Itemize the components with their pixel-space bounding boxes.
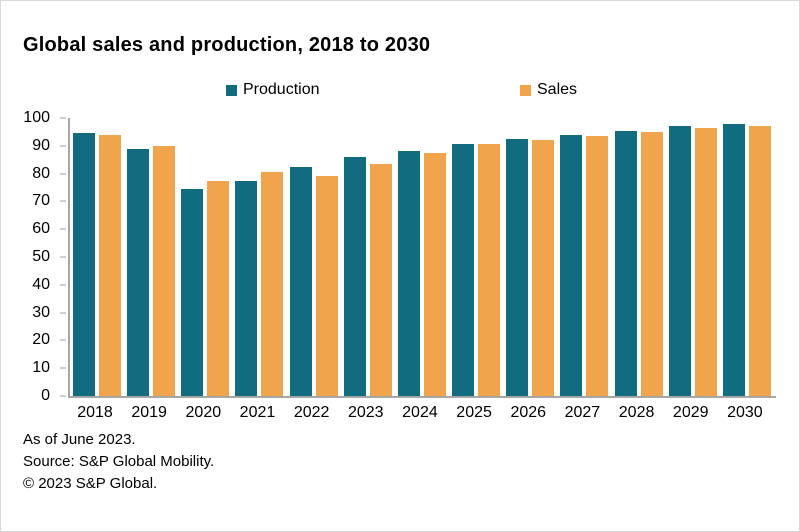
x-tick-label-2025: 2025	[456, 404, 492, 421]
bar-group-2019	[127, 118, 176, 396]
bar-group-2022	[289, 118, 338, 396]
bar-production-2025	[452, 144, 475, 396]
y-tick-label-0: 0	[41, 387, 50, 404]
bar-production-2026	[506, 138, 529, 396]
y-tick-mark-20	[60, 339, 66, 342]
sales-legend-swatch-icon	[520, 84, 531, 96]
footer-source: Source: S&P Global Mobility.	[23, 453, 215, 470]
bar-group-2029	[668, 118, 717, 396]
y-tick-label-20: 20	[32, 331, 50, 349]
y-tick-mark-100	[60, 117, 66, 119]
bar-production-2030	[722, 123, 745, 396]
legend-item-production: Production	[226, 80, 320, 100]
bar-production-2018	[73, 133, 95, 396]
x-tick-label-2018: 2018	[77, 404, 113, 421]
bar-production-2020	[181, 188, 204, 396]
bar-sales-2020	[207, 180, 230, 396]
bar-production-2028	[614, 130, 637, 396]
bar-group-2026	[506, 118, 555, 396]
x-tick-label-2019: 2019	[131, 404, 167, 421]
x-tick-label-2026: 2026	[510, 404, 547, 421]
y-tick-mark-10	[60, 367, 66, 370]
bar-production-2029	[668, 126, 691, 396]
bar-group-2030	[722, 118, 771, 396]
bar-sales-2030	[748, 126, 771, 396]
x-tick-label-2024: 2024	[402, 404, 438, 421]
plot-area	[68, 118, 776, 398]
bar-sales-2029	[694, 127, 717, 396]
bar-production-2021	[235, 180, 258, 396]
x-tick-label-2027: 2027	[564, 404, 601, 421]
bar-group-2021	[235, 118, 284, 396]
y-axis-labels: 0 10 20 30 40 50 60 70 80 90 100	[1, 109, 50, 404]
bar-sales-2024	[423, 152, 446, 396]
footer-as-of: As of June 2023.	[23, 431, 136, 448]
legend: Production Sales	[1, 80, 799, 100]
bar-sales-2019	[153, 145, 176, 396]
plot-bars	[70, 118, 776, 396]
bar-sales-2021	[261, 172, 284, 396]
bar-group-2018	[73, 118, 121, 396]
y-tick-label-90: 90	[32, 136, 50, 154]
bar-production-2022	[289, 166, 312, 396]
x-tick-label-2021: 2021	[239, 404, 276, 421]
sales-legend-label: Sales	[537, 81, 578, 98]
y-tick-mark-0	[60, 395, 66, 397]
legend-item-sales: Sales	[520, 80, 577, 100]
bar-group-2020	[181, 118, 230, 396]
bar-group-2023	[343, 118, 392, 396]
bar-sales-2026	[532, 140, 555, 396]
bar-group-2025	[452, 118, 501, 396]
bar-sales-2028	[640, 131, 663, 396]
bar-production-2024	[397, 151, 420, 396]
x-tick-label-2029: 2029	[672, 404, 709, 421]
x-tick-label-2030: 2030	[727, 404, 763, 421]
y-tick-mark-70	[60, 200, 66, 203]
y-tick-mark-60	[60, 228, 66, 231]
x-tick-label-2028: 2028	[618, 404, 655, 421]
y-tick-label-60: 60	[32, 220, 50, 238]
x-tick-label-2020: 2020	[185, 404, 222, 421]
y-axis-ticks	[60, 117, 67, 397]
footer-copyright: © 2023 S&P Global.	[23, 475, 158, 492]
bar-sales-2025	[478, 144, 501, 396]
bar-sales-2023	[369, 163, 392, 396]
y-tick-mark-40	[60, 283, 66, 286]
bar-production-2019	[127, 148, 150, 396]
production-legend-label: Production	[243, 81, 320, 98]
y-tick-mark-80	[60, 172, 66, 175]
y-tick-label-10: 10	[32, 359, 50, 377]
y-tick-mark-90	[60, 144, 66, 147]
x-tick-label-2022: 2022	[293, 404, 330, 421]
y-tick-label-80: 80	[32, 164, 50, 182]
bar-sales-2027	[586, 136, 609, 396]
x-axis-labels: 2018 2019 2020 2021 2022 2023 2024 2025 2026 2027…	[68, 404, 774, 422]
bar-production-2027	[560, 134, 583, 396]
bar-group-2028	[614, 118, 663, 396]
y-tick-label-100: 100	[23, 109, 50, 126]
footer: As of June 2023. Source: S&P Global Mobi…	[23, 429, 214, 495]
y-tick-label-30: 30	[32, 303, 50, 321]
y-tick-mark-30	[60, 311, 66, 314]
page-title: Global sales and production, 2018 to 203…	[23, 34, 431, 56]
bar-sales-2022	[315, 176, 338, 396]
y-tick-mark-50	[60, 256, 66, 258]
y-tick-label-70: 70	[32, 192, 50, 210]
bar-group-2027	[560, 118, 609, 396]
y-tick-label-40: 40	[32, 275, 50, 293]
bar-group-2024	[397, 118, 446, 396]
x-tick-label-2023: 2023	[347, 404, 384, 421]
production-legend-swatch-icon	[226, 84, 237, 96]
bar-production-2023	[343, 156, 366, 396]
y-tick-label-50: 50	[32, 248, 50, 265]
bar-sales-2018	[99, 134, 121, 396]
